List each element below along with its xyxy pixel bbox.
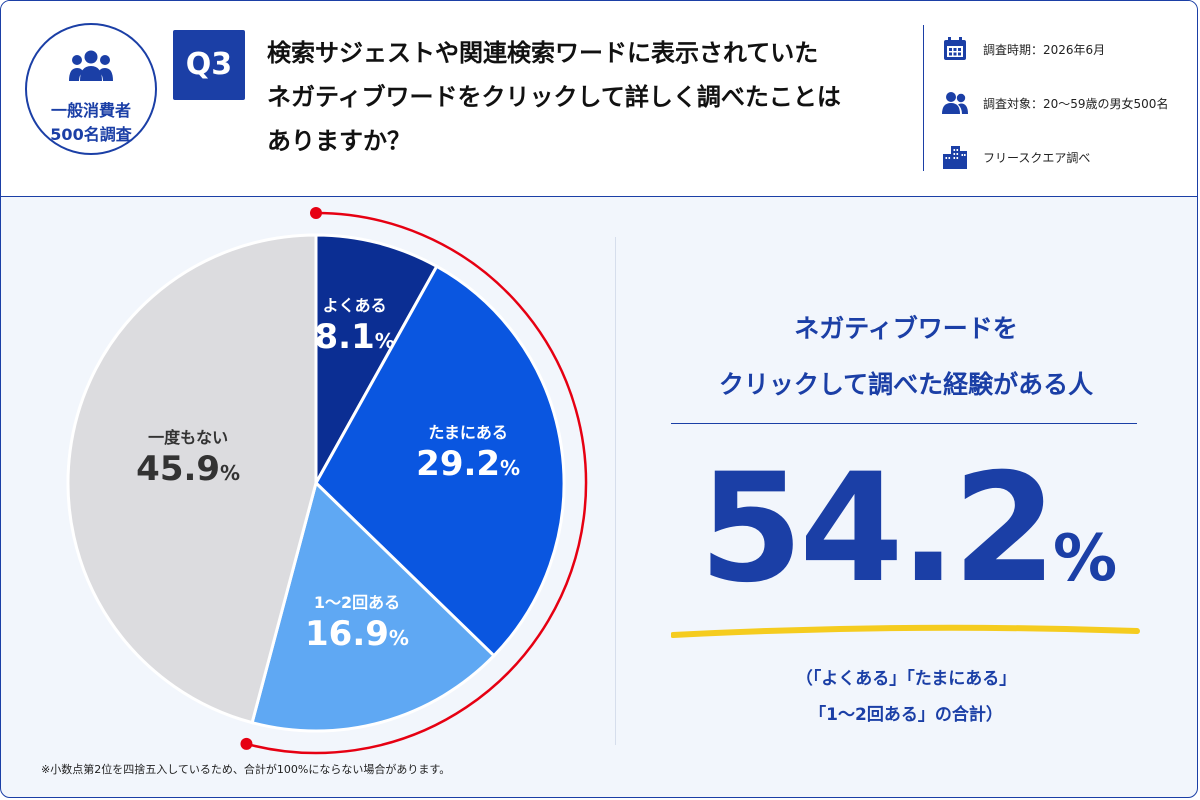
- question-line: ネガティブワードをクリックして詳しく調べたことは: [267, 83, 841, 111]
- summary-title-line: ネガティブワードを: [794, 314, 1018, 343]
- badge-line-1: 一般消費者: [50, 101, 131, 120]
- pie-slice-never: [66, 233, 318, 725]
- slice-value: 45.9: [136, 449, 221, 490]
- pie-chart: [66, 207, 588, 755]
- meta-text: 調査時期：2026年6月: [983, 42, 1106, 57]
- summary-rule: [671, 423, 1137, 424]
- slice-name: 1〜2回ある: [313, 593, 401, 613]
- summary-note-line: 「1〜2回ある」の合計）: [809, 705, 1003, 725]
- meta-text: 調査対象：20〜59歳の男女500名: [983, 96, 1169, 111]
- question-line: ありますか？: [267, 127, 411, 155]
- slice-unit: %: [374, 329, 395, 354]
- slice-value: 16.9: [305, 614, 389, 655]
- meta-source: フリースクエア調べ: [941, 142, 1090, 172]
- meta-text: フリースクエア調べ: [983, 150, 1091, 165]
- summary-number: 54.2: [698, 442, 1057, 616]
- slice-name: たまにある: [428, 422, 508, 442]
- footnote: ※小数点第2位を四捨五入しているため、合計が100%にならない場合があります。: [41, 763, 451, 776]
- highlight-underline: [671, 624, 1140, 638]
- meta-survey-period: 調査時期：2026年6月: [941, 34, 1105, 64]
- building-icon: [943, 146, 967, 169]
- slice-label-sometimes: たまにある 29.2%: [388, 419, 548, 489]
- highlight-arc-start-dot: [310, 207, 322, 219]
- people-icon: [942, 92, 968, 114]
- summary-title-line: クリックして調べた経験がある人: [718, 370, 1094, 399]
- slice-value: 8.1: [314, 317, 375, 358]
- section-divider: [615, 237, 616, 745]
- slice-unit: %: [500, 455, 521, 480]
- pie-chart-area: よくある 8.1% たまにある 29.2% 1〜2回ある 16.9% 一度もない…: [41, 201, 601, 761]
- meta-survey-target: 調査対象：20〜59歳の男女500名: [941, 88, 1168, 118]
- people-group-icon: [69, 50, 113, 81]
- slice-name: 一度もない: [148, 428, 229, 448]
- slice-name: よくある: [322, 296, 387, 316]
- highlight-arc-end-dot: [240, 737, 253, 750]
- calendar-icon: [944, 37, 966, 60]
- question-text: 検索サジェストや関連検索ワードに表示されていた ネガティブワードをクリックして詳…: [267, 31, 907, 163]
- highlight-arc: [246, 211, 588, 755]
- summary-unit: %: [1052, 522, 1118, 596]
- slice-unit: %: [388, 626, 409, 651]
- slice-label-often: よくある 8.1%: [275, 292, 435, 362]
- pie-slice-once-twice: [250, 480, 497, 733]
- slice-unit: %: [220, 461, 241, 486]
- summary-value: 54.2%: [673, 439, 1143, 619]
- slice-label-never: 一度もない 45.9%: [108, 424, 268, 494]
- summary-note-line: （「よくある」「たまにある」: [795, 669, 1017, 689]
- header-divider: [923, 25, 924, 171]
- survey-badge: 一般消費者 500名調査: [25, 23, 157, 155]
- summary-title: ネガティブワードを クリックして調べた経験がある人: [671, 301, 1141, 413]
- slice-value: 29.2: [416, 443, 501, 484]
- badge-line-2: 500名調査: [50, 125, 132, 144]
- question-number: Q3: [173, 30, 245, 100]
- pie-slice-often: [314, 233, 439, 489]
- pie-slice-sometimes: [314, 264, 566, 658]
- slice-label-once-twice: 1〜2回ある 16.9%: [277, 589, 437, 659]
- summary-note: （「よくある」「たまにある」 「1〜2回ある」の合計）: [671, 661, 1141, 733]
- question-line: 検索サジェストや関連検索ワードに表示されていた: [267, 39, 819, 67]
- header: 一般消費者 500名調査 Q3 検索サジェストや関連検索ワードに表示されていた …: [1, 1, 1197, 197]
